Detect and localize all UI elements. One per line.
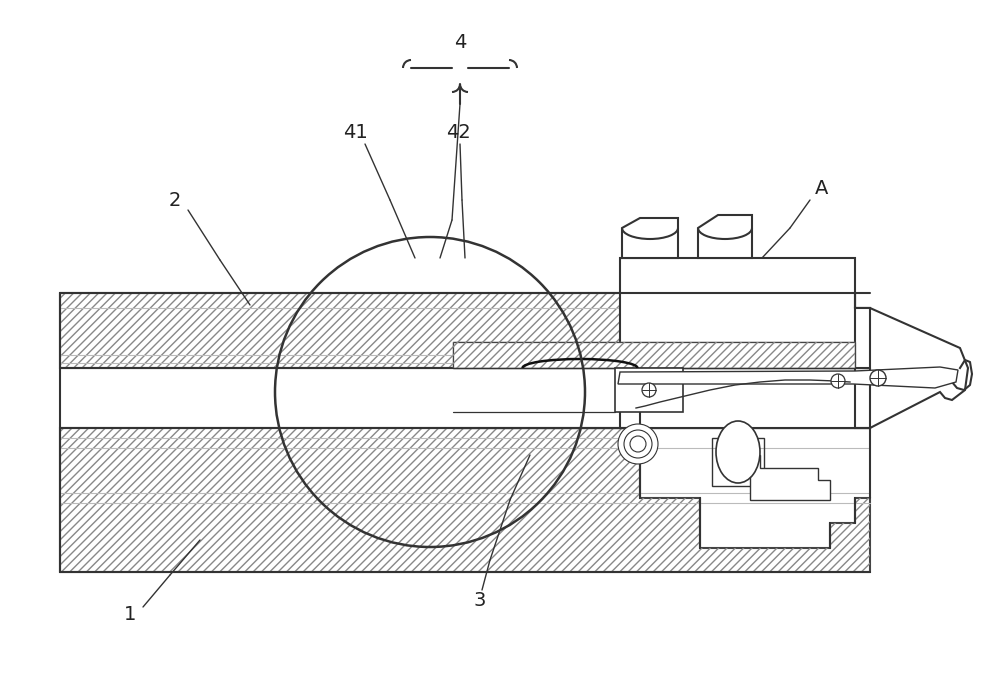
Text: 1: 1 [124, 605, 136, 624]
Bar [453, 342, 855, 368]
Polygon shape [855, 308, 968, 428]
Text: 42: 42 [446, 122, 470, 142]
Text: A: A [815, 178, 829, 198]
Polygon shape [622, 218, 678, 258]
Polygon shape [618, 367, 958, 388]
Polygon shape [60, 428, 870, 572]
Bar [453, 342, 855, 368]
Text: 4: 4 [454, 32, 466, 51]
Text: 3: 3 [474, 591, 486, 610]
Polygon shape [750, 455, 830, 500]
Circle shape [618, 424, 658, 464]
Text: 2: 2 [169, 190, 181, 209]
Text: 41: 41 [343, 122, 367, 142]
Circle shape [870, 370, 886, 386]
Ellipse shape [716, 421, 760, 483]
Polygon shape [60, 293, 870, 368]
Circle shape [642, 383, 656, 397]
Polygon shape [698, 215, 752, 258]
Bar [615, 368, 683, 412]
Bar [712, 438, 764, 486]
Circle shape [831, 374, 845, 388]
Polygon shape [620, 258, 870, 428]
